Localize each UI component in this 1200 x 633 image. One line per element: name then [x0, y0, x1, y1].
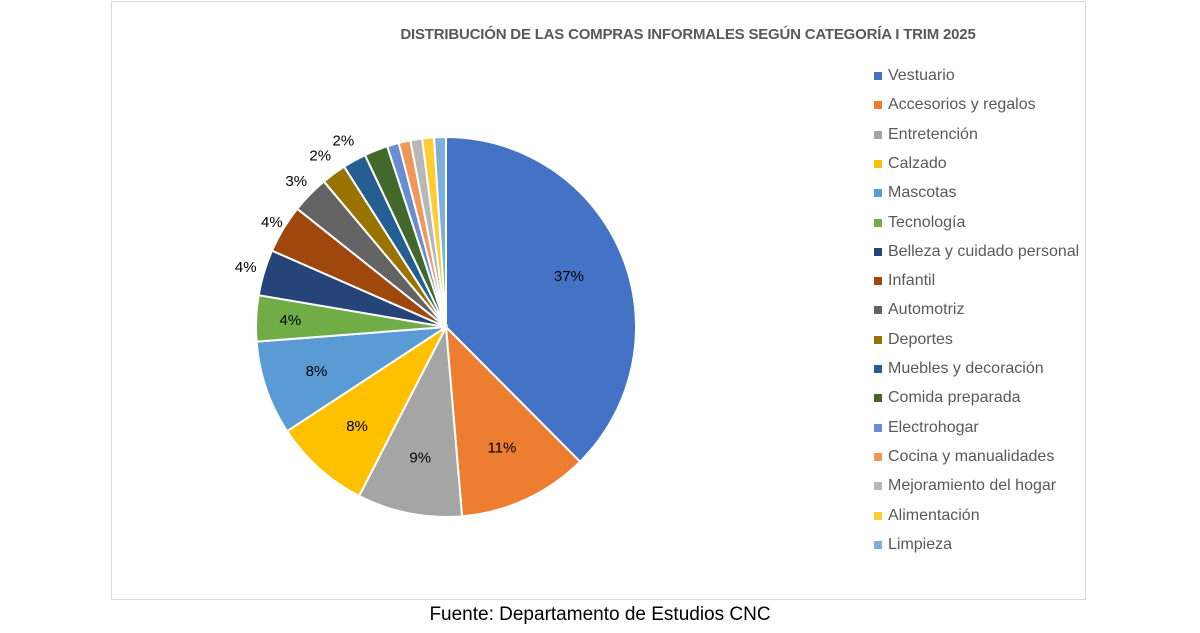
legend-item: Infantil	[874, 271, 935, 291]
legend-item: Accesorios y regalos	[874, 95, 1036, 115]
legend-item: Alimentación	[874, 506, 980, 526]
legend-swatch	[874, 277, 882, 286]
data-label: 4%	[280, 312, 302, 329]
legend-swatch	[874, 423, 882, 432]
legend-swatch	[874, 511, 882, 520]
legend-label: Mejoramiento del hogar	[888, 477, 1057, 495]
data-label: 3%	[285, 173, 307, 190]
legend-label: Infantil	[888, 272, 936, 290]
source-caption: Fuente: Departamento de Estudios CNC	[429, 604, 771, 625]
legend-item: Electrohogar	[874, 418, 979, 438]
legend-swatch	[874, 394, 882, 403]
legend-swatch	[874, 130, 882, 139]
data-label: 4%	[261, 214, 283, 231]
data-label: 37%	[554, 268, 584, 285]
data-label: 8%	[306, 363, 328, 380]
legend-item: Belleza y cuidado personal	[874, 242, 1079, 262]
legend-swatch	[874, 452, 882, 461]
legend-item: Mejoramiento del hogar	[874, 476, 1056, 496]
legend-item: Automotriz	[874, 300, 964, 320]
legend-swatch	[874, 540, 882, 549]
pie-slice-vestuario	[445, 135, 637, 464]
legend-swatch	[874, 482, 882, 491]
legend-label: Vestuario	[888, 67, 955, 84]
legend-swatch	[874, 218, 882, 227]
legend-label: Mascotas	[888, 184, 957, 202]
legend-swatch	[874, 365, 882, 373]
legend-swatch	[874, 335, 882, 344]
legend-item: Deportes	[874, 330, 953, 350]
legend-label: Limpieza	[888, 535, 953, 553]
legend-label: Muebles y decoración	[888, 360, 1044, 377]
legend-swatch	[874, 101, 882, 110]
legend-swatch	[874, 247, 882, 256]
pie-slice-calzado	[285, 324, 449, 498]
legend-swatch	[874, 189, 882, 198]
pie-slice-limpieza	[432, 135, 447, 328]
legend-label: Electrohogar	[888, 418, 979, 436]
data-label: 11%	[487, 440, 516, 457]
legend-item: Mascotas	[874, 183, 956, 203]
pie-slice-entretención	[357, 323, 464, 518]
legend-item: Tecnología	[874, 213, 965, 233]
legend-label: Deportes	[888, 330, 953, 348]
legend-label: Cocina y manualidades	[888, 447, 1055, 465]
legend-item: Cocina y manualidades	[874, 447, 1054, 467]
data-label: 4%	[235, 259, 257, 276]
legend-item: Calzado	[874, 154, 947, 174]
legend-swatch	[874, 159, 882, 168]
legend-item: Entretención	[874, 125, 978, 145]
legend-item: Comida preparada	[874, 388, 1021, 408]
chart-area: DISTRIBUCIÓN DE LAS COMPRAS INFORMALES S…	[111, 1, 1086, 600]
legend-label: Automotriz	[888, 301, 965, 319]
legend-swatch	[874, 306, 882, 315]
pie-slice-accesorios-y-regalos	[444, 324, 582, 518]
chart-title: DISTRIBUCIÓN DE LAS COMPRAS INFORMALES S…	[400, 26, 976, 43]
data-label: 8%	[346, 418, 368, 435]
legend-label: Calzado	[888, 154, 947, 172]
legend-item: Vestuario	[874, 66, 955, 86]
data-label: 2%	[309, 147, 331, 164]
legend-label: Accesorios y regalos	[888, 96, 1036, 114]
legend-swatch	[874, 72, 882, 80]
pie-slice-mascotas	[255, 326, 447, 433]
pie-chart: 37%11%9%8%8%4%4%4%3%2%2%	[235, 133, 637, 518]
legend-label: Alimentación	[888, 506, 980, 524]
legend-label: Tecnología	[888, 213, 966, 231]
legend-item: Muebles y decoración	[874, 359, 1044, 379]
legend-label: Entretención	[888, 125, 978, 143]
data-label: 2%	[333, 133, 355, 150]
data-label: 9%	[409, 449, 431, 466]
legend-label: Comida preparada	[888, 389, 1021, 407]
legend-item: Limpieza	[874, 535, 952, 555]
legend-label: Belleza y cuidado personal	[888, 242, 1080, 260]
